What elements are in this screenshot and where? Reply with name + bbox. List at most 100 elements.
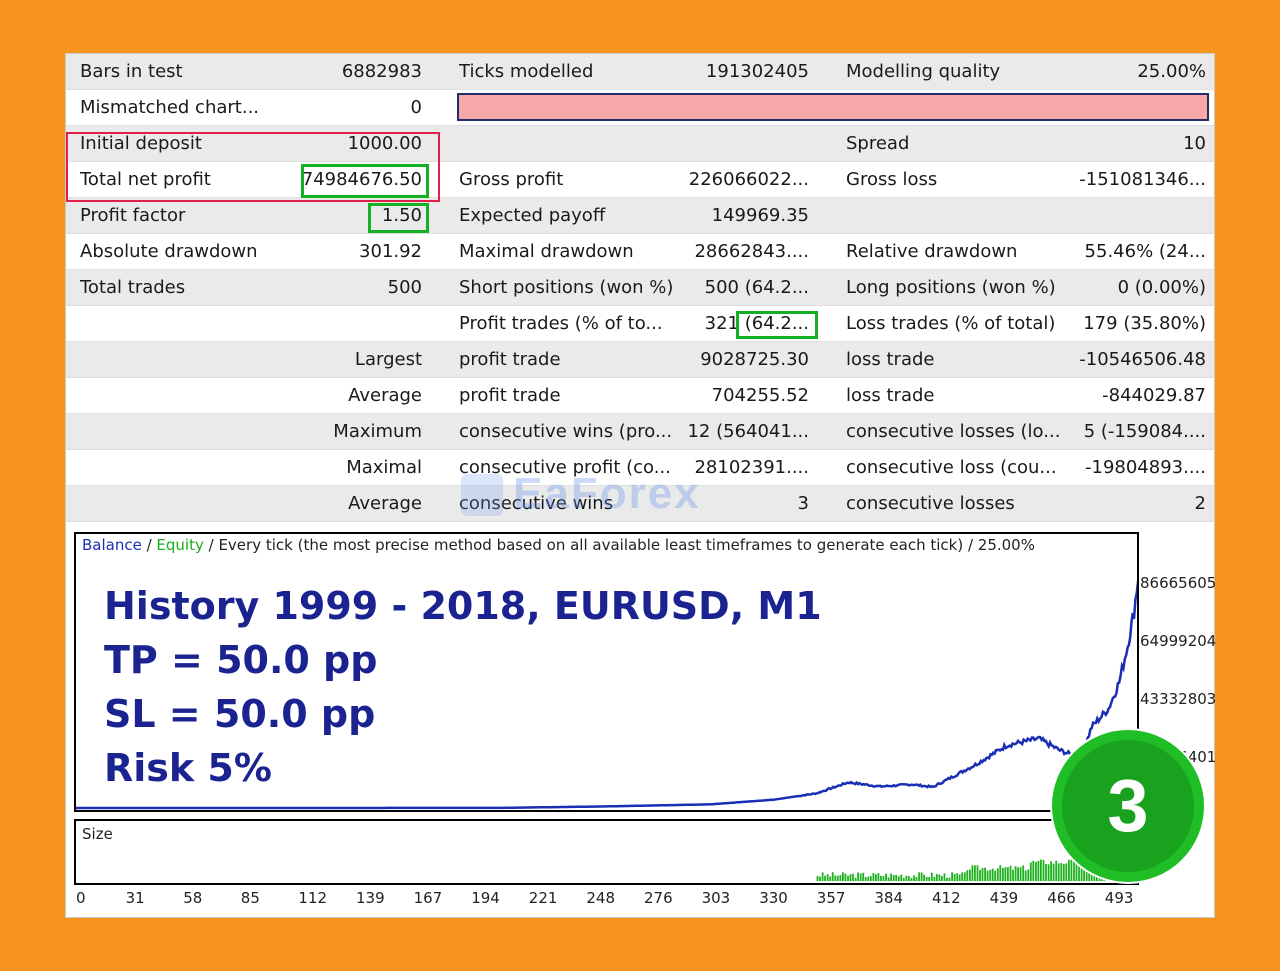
size-bar bbox=[1012, 869, 1014, 881]
size-bar bbox=[875, 874, 877, 881]
size-bar bbox=[831, 872, 834, 881]
stat-label: Modelling quality bbox=[846, 61, 1001, 82]
size-bar bbox=[869, 876, 872, 881]
x-tick-label: 384 bbox=[874, 889, 904, 907]
stat-label: consecutive wins (pro... bbox=[459, 421, 673, 442]
size-bar bbox=[905, 875, 908, 881]
stat-label: consecutive wins bbox=[459, 493, 614, 514]
size-bar bbox=[1062, 863, 1065, 881]
stats-row: Largest profit trade 9028725.30 loss trade -… bbox=[66, 342, 1214, 378]
stat-label: Maximal bbox=[346, 457, 422, 478]
size-bar bbox=[877, 873, 880, 881]
size-bar bbox=[887, 877, 890, 881]
mismatch-bar bbox=[457, 93, 1209, 121]
stat-value: 3 bbox=[797, 493, 809, 514]
size-bar bbox=[1040, 859, 1042, 881]
size-bar bbox=[915, 877, 918, 881]
stat-value: -19804893.... bbox=[1085, 457, 1206, 478]
y-tick-label: 64999204 bbox=[1140, 632, 1217, 650]
size-bar bbox=[1007, 867, 1009, 881]
stats-row: Initial deposit 1000.00 Spread 10 bbox=[66, 126, 1214, 162]
size-bar bbox=[999, 865, 1002, 881]
legend-separator: / bbox=[141, 536, 157, 554]
size-bar bbox=[1045, 864, 1047, 881]
size-bar bbox=[892, 875, 895, 881]
size-bar bbox=[857, 872, 859, 881]
size-bar bbox=[1052, 863, 1055, 881]
stat-label: Long positions (won %) bbox=[846, 277, 1056, 298]
stat-value: 55.46% (24... bbox=[1084, 241, 1206, 262]
x-axis: 0 31 58 85 112 139 167 194 221 248 276 303 330 357 384… bbox=[66, 889, 1214, 913]
size-bar bbox=[1070, 859, 1073, 881]
size-bar bbox=[908, 876, 910, 881]
size-bar bbox=[996, 868, 999, 881]
balance-chart: Balance / Equity / Every tick (the most … bbox=[74, 532, 1139, 812]
stat-value: 1.50 bbox=[381, 205, 422, 226]
stat-value: 0 bbox=[410, 97, 422, 118]
y-tick-label: 86665605 bbox=[1140, 574, 1217, 592]
x-tick-label: 466 bbox=[1047, 889, 1076, 907]
size-bar bbox=[933, 877, 936, 881]
stat-value: -10546506.48 bbox=[1079, 349, 1206, 370]
x-tick-label: 276 bbox=[644, 889, 673, 907]
size-bar bbox=[1032, 860, 1035, 881]
size-bar bbox=[839, 875, 842, 881]
size-bar bbox=[951, 872, 953, 881]
size-bar bbox=[1065, 863, 1068, 881]
size-bar bbox=[974, 865, 976, 881]
size-bar bbox=[1055, 860, 1058, 881]
stat-label: Largest bbox=[354, 349, 422, 370]
stat-value: 500 (64.2... bbox=[704, 277, 809, 298]
size-bar bbox=[994, 870, 997, 881]
stat-label: profit trade bbox=[459, 349, 561, 370]
size-bar bbox=[1009, 865, 1012, 881]
size-bar bbox=[834, 875, 837, 881]
stat-label: Gross profit bbox=[459, 169, 564, 190]
annotation-history: History 1999 - 2018, EURUSD, M1 bbox=[104, 584, 822, 628]
stat-value: 25.00% bbox=[1137, 61, 1206, 82]
size-bar bbox=[1022, 865, 1025, 881]
size-bar bbox=[900, 874, 903, 881]
stat-value: 301.92 bbox=[359, 241, 422, 262]
number-badge: 3 bbox=[1050, 728, 1206, 884]
size-bar bbox=[826, 874, 829, 881]
size-bar bbox=[1014, 866, 1017, 881]
stat-label: Spread bbox=[846, 133, 910, 154]
size-bar bbox=[1050, 861, 1052, 881]
x-tick-label: 303 bbox=[701, 889, 731, 907]
size-bar bbox=[1035, 861, 1037, 881]
stat-label: Mismatched chart... bbox=[80, 97, 260, 118]
strategy-tester-report: Bars in test 6882983 Ticks modelled 1913024… bbox=[65, 53, 1217, 918]
stats-row: Maximum consecutive wins (pro... 12 (56404… bbox=[66, 414, 1214, 450]
annotation-risk: Risk 5% bbox=[104, 746, 272, 790]
size-bar bbox=[890, 873, 892, 881]
stats-row: Profit factor 1.50 Expected payoff 149969.3… bbox=[66, 198, 1214, 234]
size-bar bbox=[847, 875, 849, 881]
size-bar bbox=[981, 868, 984, 881]
stat-label: consecutive losses (lo... bbox=[846, 421, 1061, 442]
stat-label: Profit factor bbox=[80, 205, 186, 226]
stat-label: Total trades bbox=[80, 277, 186, 298]
x-tick-label: 58 bbox=[183, 889, 203, 907]
stat-value: 12 (564041... bbox=[687, 421, 809, 442]
size-bar bbox=[1002, 868, 1004, 881]
x-tick-label: 167 bbox=[413, 889, 443, 907]
size-bar bbox=[816, 876, 819, 881]
size-bar bbox=[854, 877, 857, 881]
size-label: Size bbox=[82, 825, 113, 843]
stat-value bbox=[666, 126, 809, 162]
stat-label: consecutive loss (cou... bbox=[846, 457, 1057, 478]
stats-table: Bars in test 6882983 Ticks modelled 1913024… bbox=[66, 54, 1214, 522]
stat-value: 149969.35 bbox=[711, 205, 809, 226]
stat-value: 1000.00 bbox=[347, 133, 422, 154]
size-bar bbox=[956, 873, 959, 881]
stat-label: Ticks modelled bbox=[459, 61, 594, 82]
stat-label: Loss trades (% of total) bbox=[846, 313, 1056, 334]
stat-value: -844029.87 bbox=[1102, 385, 1206, 406]
stat-value: 500 bbox=[387, 277, 422, 298]
legend-balance: Balance bbox=[82, 536, 142, 554]
size-bar bbox=[844, 873, 847, 881]
size-bar bbox=[897, 876, 900, 881]
size-bar bbox=[925, 876, 928, 881]
legend-description: / Every tick (the most precise method ba… bbox=[203, 536, 1035, 554]
